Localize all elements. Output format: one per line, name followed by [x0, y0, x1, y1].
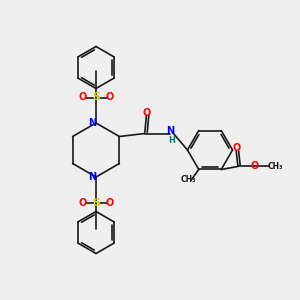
Text: O: O [105, 92, 114, 103]
Text: S: S [92, 197, 100, 208]
Text: S: S [92, 92, 100, 103]
Text: O: O [232, 143, 240, 154]
Text: N: N [88, 118, 97, 128]
Text: N: N [166, 126, 174, 136]
Text: O: O [142, 107, 151, 118]
Text: CH₃: CH₃ [181, 176, 196, 184]
Text: O: O [78, 92, 87, 103]
Text: CH₃: CH₃ [268, 162, 283, 171]
Text: O: O [250, 161, 258, 172]
Text: O: O [105, 197, 114, 208]
Text: H: H [168, 136, 175, 145]
Text: N: N [88, 172, 97, 182]
Text: O: O [78, 197, 87, 208]
